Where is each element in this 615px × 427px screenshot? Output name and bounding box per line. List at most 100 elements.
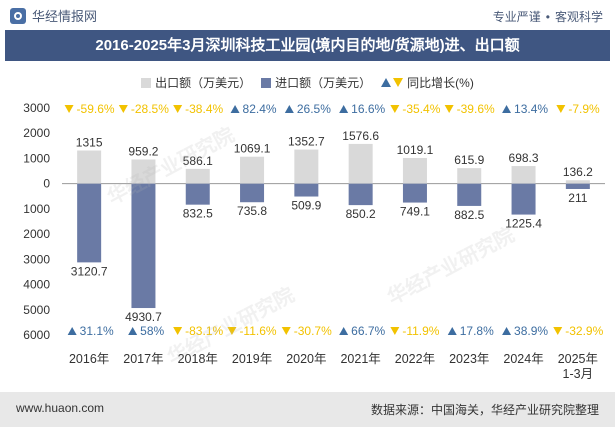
import-growth-down-triangle [281, 327, 291, 335]
export-growth-label: -39.6% [457, 102, 495, 116]
export-growth-label: 82.4% [243, 102, 277, 116]
tag-professional: 专业严谨 [492, 10, 541, 24]
import-value-label: 850.2 [346, 207, 376, 221]
x-category-label: 2024年 [503, 352, 543, 366]
x-category-label: 2017年 [123, 352, 163, 366]
import-value-label: 509.9 [291, 199, 321, 213]
export-value-label: 959.2 [128, 144, 158, 158]
import-bar [77, 183, 102, 263]
import-bar [131, 183, 156, 309]
x-category-label: 2020年 [286, 352, 326, 366]
chart-plot: 3000 2000 1000 0 1000 2000 3000 4000 5000 6000 131… [23, 101, 605, 381]
import-value-label: 1225.4 [505, 217, 542, 231]
y-tick-label: 4000 [23, 278, 50, 292]
export-bar [294, 149, 319, 184]
y-tick-label: 1000 [23, 202, 50, 216]
export-growth-label: 16.6% [351, 102, 385, 116]
import-growth-down-triangle [173, 327, 183, 335]
export-growth-up-triangle [502, 105, 512, 113]
y-tick-label: 3000 [23, 101, 50, 115]
x-category-label: 2022年 [395, 352, 435, 366]
export-growth-label: -59.6% [77, 102, 115, 116]
title-bar: 2016-2025年3月深圳科技工业园(境内目的地/货源地)进、出口额 [5, 30, 610, 61]
export-bar [185, 168, 210, 184]
export-growth-down-triangle [118, 105, 128, 113]
y-tick-label: 5000 [23, 303, 50, 317]
legend-item-import: 进口额（万美元） [261, 74, 371, 91]
export-growth-label: 26.5% [297, 102, 331, 116]
export-growth-up-triangle [339, 105, 349, 113]
import-growth-label: 17.8% [460, 324, 494, 338]
brand-name: 华经情报网 [32, 9, 98, 24]
export-value-label: 136.2 [563, 165, 593, 179]
import-value-label: 882.5 [454, 208, 484, 222]
export-growth-down-triangle [173, 105, 183, 113]
footer-source: 数据来源：中国海关，华经产业研究院整理 [370, 403, 599, 417]
footer-website-link[interactable]: www.huaon.com [16, 401, 105, 415]
y-tick-label: 6000 [23, 328, 50, 342]
import-growth-up-triangle [447, 327, 457, 335]
import-bar [240, 183, 265, 203]
export-growth-down-triangle [64, 105, 74, 113]
import-growth-label: 58% [140, 324, 164, 338]
import-growth-up-triangle [67, 327, 77, 335]
tag-separator: • [545, 9, 550, 24]
export-growth-label: -35.4% [402, 102, 440, 116]
import-bar [511, 183, 536, 215]
y-tick-label: 2000 [23, 227, 50, 241]
x-category-label: 2016年 [69, 352, 109, 366]
export-bar [77, 150, 102, 184]
import-bar [185, 183, 210, 205]
export-value-label: 698.3 [509, 151, 539, 165]
export-growth-up-triangle [284, 105, 294, 113]
import-growth-label: 66.7% [351, 324, 385, 338]
export-value-label: 1576.6 [342, 129, 379, 143]
import-growth-down-triangle [390, 327, 400, 335]
import-growth-label: -83.1% [185, 324, 223, 338]
import-growth-up-triangle [128, 327, 138, 335]
slogan-tags: 专业严谨 • 客观科学 [493, 8, 603, 25]
import-value-label: 4930.7 [125, 310, 162, 324]
import-growth-label: -11.6% [239, 324, 276, 338]
export-bar [348, 143, 373, 184]
x-category-label: 1-3月 [563, 367, 594, 381]
import-bar [348, 183, 373, 206]
export-growth-label: 13.4% [514, 102, 548, 116]
import-growth-label: 38.9% [514, 324, 548, 338]
export-value-label: 1315 [76, 135, 103, 149]
export-value-label: 1352.7 [288, 135, 325, 149]
export-value-label: 586.1 [183, 154, 213, 168]
legend-label-growth: 同比增长(%) [407, 76, 474, 90]
import-value-label: 211 [568, 191, 587, 205]
x-category-label: 2018年 [178, 352, 218, 366]
triangle-up-icon [381, 78, 392, 87]
import-bar [457, 183, 482, 206]
y-tick-label: 3000 [23, 252, 50, 266]
legend-swatch-export [141, 77, 152, 88]
x-category-label: 2025年 [558, 352, 598, 366]
export-growth-label: -7.9% [568, 102, 600, 116]
export-growth-down-triangle [556, 105, 566, 113]
legend-item-growth: 同比增长(%) [381, 74, 474, 91]
x-category-label: 2019年 [232, 352, 272, 366]
legend-label-export: 出口额（万美元） [155, 76, 252, 90]
chart-title: 2016-2025年3月深圳科技工业园(境内目的地/货源地)进、出口额 [95, 37, 520, 54]
brand[interactable]: 华经情报网 [10, 6, 97, 25]
legend-label-import: 进口额（万美元） [275, 76, 372, 90]
export-growth-label: -28.5% [131, 102, 169, 116]
y-tick-label: 0 [43, 177, 50, 191]
import-growth-label: -30.7% [294, 324, 332, 338]
import-growth-down-triangle [227, 327, 237, 335]
y-tick-label: 1000 [23, 151, 50, 165]
legend-item-export: 出口额（万美元） [141, 74, 251, 91]
export-growth-up-triangle [230, 105, 240, 113]
import-growth-up-triangle [502, 327, 512, 335]
brand-logo-icon [10, 7, 26, 24]
import-growth-label: -11.9% [402, 324, 439, 338]
y-tick-label: 2000 [23, 126, 50, 140]
import-bar [565, 183, 590, 189]
export-value-label: 615.9 [454, 153, 484, 167]
import-growth-label: -32.9% [565, 324, 603, 338]
export-bar [511, 166, 536, 184]
export-bar [457, 168, 482, 184]
